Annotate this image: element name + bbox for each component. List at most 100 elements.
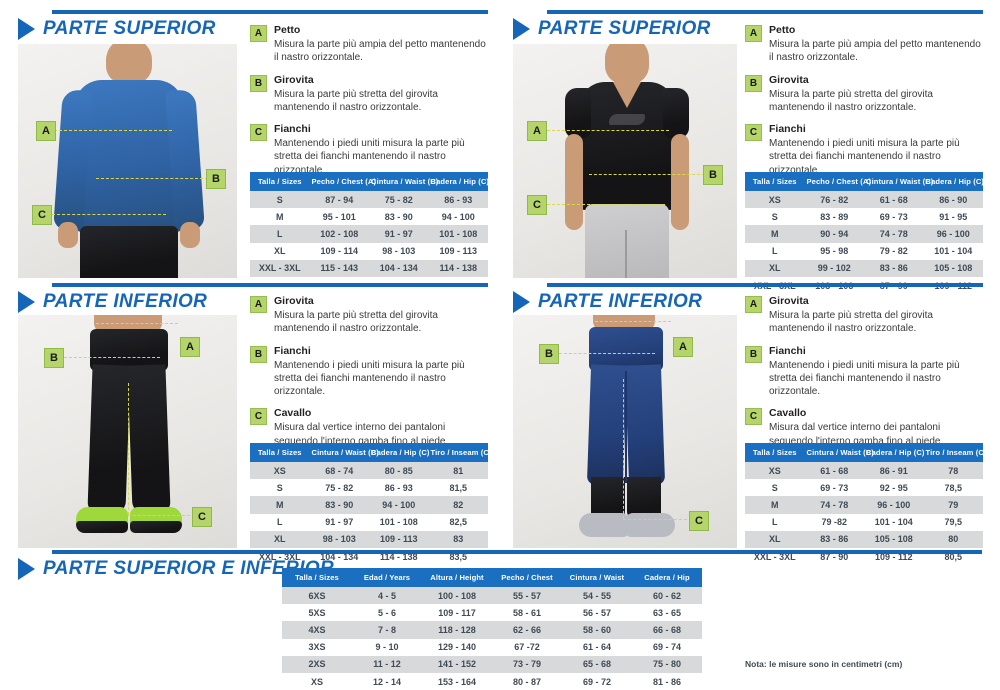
- measurement-title: Fianchi: [274, 123, 311, 135]
- table-cell: XL: [745, 259, 805, 277]
- photo-men-lower-body: A B C: [18, 315, 237, 548]
- measurement-badge-c: C: [250, 408, 267, 426]
- table-cell: 79,5: [923, 513, 983, 531]
- model-waistband: [90, 329, 168, 371]
- size-table-men-upper: Talla / Sizes Pecho / Chest (A) Cintura / …: [250, 172, 489, 277]
- leggings-seam: [625, 230, 627, 278]
- photo-women-upper-body: A B C: [513, 44, 737, 278]
- measurement-badge-b: B: [745, 74, 762, 92]
- measurement-text: Mantenendo i piedi uniti misura la parte…: [769, 138, 960, 176]
- table-cell: S: [745, 208, 805, 226]
- column-header: Pecho / Chest (A): [804, 172, 871, 191]
- photo-badge-b: B: [44, 348, 64, 368]
- table-cell: 91 - 97: [369, 225, 429, 243]
- table-cell: 62 - 66: [492, 621, 562, 639]
- table-cell: L: [745, 513, 805, 531]
- table-cell: 74 - 78: [804, 496, 864, 514]
- table-cell: 81: [428, 462, 488, 480]
- measurement-item: C Fianchi Mantenendo i piedi uniti misur…: [745, 123, 983, 177]
- table-cell: 100 - 108: [422, 587, 492, 605]
- table-cell: 69 - 74: [632, 638, 702, 656]
- table-cell: 80 - 85: [369, 462, 429, 480]
- measurement-item: A Petto Misura la parte più ampia del pe…: [250, 24, 488, 65]
- measurement-badge-c: C: [745, 124, 762, 141]
- table-cell: 96 - 100: [923, 225, 983, 243]
- table-cell: 74 - 78: [864, 225, 924, 243]
- column-header: Cadera / Hip: [632, 568, 702, 587]
- table-cell: XS: [250, 462, 310, 480]
- photo-badge-b: B: [539, 344, 559, 364]
- table-cell: 2XS: [282, 655, 352, 673]
- section-rule: [547, 10, 983, 14]
- column-header: Pecho / Chest: [492, 568, 562, 587]
- section-rule: [52, 550, 982, 554]
- measurement-text: Misura la parte più stretta del girovita…: [274, 88, 438, 113]
- table-cell: 66 - 68: [632, 621, 702, 639]
- measure-line-a: [54, 130, 172, 131]
- table-cell: 6XS: [282, 587, 352, 605]
- model-abdomen: [94, 315, 162, 333]
- photo-badge-c: C: [32, 205, 52, 225]
- column-header: Cintura / Waist (B): [864, 172, 933, 191]
- measurement-title: Petto: [274, 24, 301, 36]
- table-cell: 91 - 97: [309, 513, 369, 531]
- brand-logo: [609, 114, 645, 125]
- table-cell: 75 - 80: [632, 655, 702, 673]
- table-cell: L: [250, 513, 310, 531]
- table-cell: 153 - 164: [422, 672, 492, 690]
- table-cell: 101 - 104: [923, 242, 983, 260]
- measure-line-b: [589, 174, 705, 175]
- measure-line-b: [64, 357, 160, 358]
- table-row: M 90 - 94 74 - 78 96 - 100: [745, 225, 983, 243]
- measurement-text: Misura la parte più stretta del girovita…: [769, 310, 933, 335]
- model-arm-right: [671, 134, 689, 230]
- table-cell: XXL - 3XL: [250, 259, 310, 277]
- table-header-row: Talla / Sizes Pecho / Chest (A) Cintura / …: [745, 172, 984, 191]
- section-title: PARTE INFERIOR: [43, 291, 208, 312]
- measure-line-c: [128, 515, 190, 516]
- table-cell: 82,5: [428, 513, 488, 531]
- table-cell: 61 - 68: [804, 462, 864, 480]
- measure-line-c-vertical: [623, 379, 624, 519]
- table-cell: 86 - 93: [369, 479, 429, 497]
- table-header-row: Talla / Sizes Cintura / Waist (B) Cadera /…: [250, 443, 491, 462]
- measurement-title: Petto: [769, 24, 796, 36]
- panel-kids: PARTE SUPERIOR E INFERIOR: [18, 550, 983, 680]
- measurement-list-men-lower: A Girovita Misura la parte più stretta d…: [250, 295, 488, 457]
- measurement-item: C Fianchi Mantenendo i piedi uniti misur…: [250, 123, 488, 177]
- table-row: S 87 - 94 75 - 82 86 - 93: [250, 191, 488, 209]
- table-cell: XL: [250, 242, 310, 260]
- measurement-text: Mantenendo i piedi uniti misura la parte…: [274, 359, 465, 397]
- model-waistband: [589, 327, 663, 371]
- column-header: Cadera / Hip (C): [428, 172, 489, 191]
- table-cell: 86 - 93: [428, 191, 488, 209]
- table-cell: 86 - 90: [923, 191, 983, 209]
- table-cell: 101 - 108: [428, 225, 488, 243]
- table-cell: 68 - 74: [309, 462, 369, 480]
- table-cell: 94 - 100: [369, 496, 429, 514]
- table-cell: L: [250, 225, 310, 243]
- measurement-item: B Fianchi Mantenendo i piedi uniti misur…: [250, 345, 488, 399]
- photo-badge-a: A: [180, 337, 200, 357]
- column-header: Talla / Sizes: [250, 172, 310, 191]
- table-cell: 83: [428, 530, 488, 548]
- column-header: Altura / Height: [422, 568, 492, 587]
- measurement-text: Misura la parte più ampia del petto mant…: [769, 39, 981, 64]
- table-cell: 104 - 134: [369, 259, 429, 277]
- table-row: M 83 - 90 94 - 100 82: [250, 496, 488, 514]
- photo-badge-c: C: [192, 507, 212, 527]
- measurement-item: C Cavallo Misura dal vertice interno dei…: [745, 407, 983, 448]
- measure-line-c: [547, 204, 665, 205]
- measurement-text: Mantenendo i piedi uniti misura la parte…: [274, 138, 465, 176]
- section-title: PARTE SUPERIOR: [43, 18, 216, 39]
- table-cell: 79: [923, 496, 983, 514]
- triangle-icon: [513, 291, 530, 313]
- section-rule: [547, 283, 983, 287]
- table-row: L 95 - 98 79 - 82 101 - 104: [745, 242, 983, 260]
- table-cell: M: [745, 225, 805, 243]
- table-cell: 80: [923, 530, 983, 548]
- table-row: XS 61 - 68 86 - 91 78: [745, 462, 983, 480]
- column-header: Cintura / Waist (B): [804, 443, 874, 462]
- measurement-title: Fianchi: [769, 123, 806, 135]
- table-cell: 86 - 91: [864, 462, 924, 480]
